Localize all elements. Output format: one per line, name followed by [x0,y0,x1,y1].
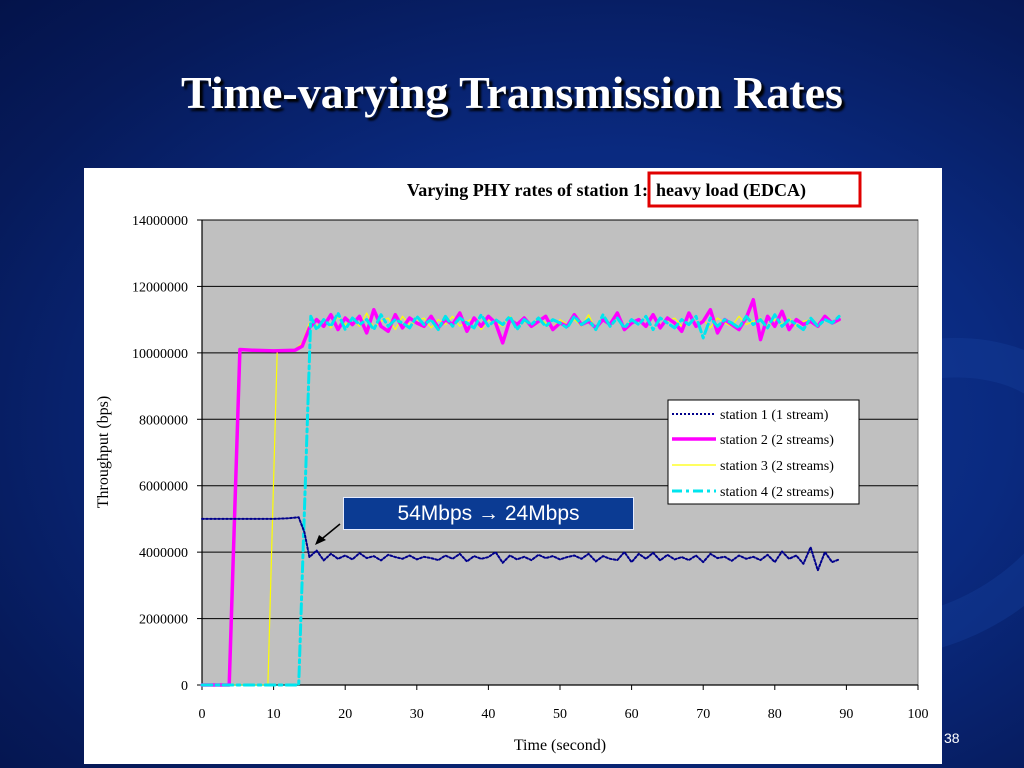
x-tick-label: 10 [267,707,281,722]
y-tick-label: 2000000 [139,613,188,628]
series-line-station1 [201,516,841,572]
x-tick-label: 30 [410,707,424,722]
x-tick-label: 60 [625,707,639,722]
series-line-station4 [200,311,841,687]
x-tick-label: 20 [338,707,352,722]
y-tick-label: 10000000 [132,347,188,362]
y-tick-label: 14000000 [132,214,188,229]
x-tick-label: 70 [696,707,710,722]
y-tick-label: 12000000 [132,280,188,295]
y-tick-label: 8000000 [139,413,188,428]
slide-title: Time-varying Transmission Rates [181,67,843,118]
legend-label-station1: station 1 (1 stream) [720,408,829,423]
x-tick-label: 0 [199,707,206,722]
y-tick-label: 6000000 [139,480,188,495]
legend-label-station3: station 3 (2 streams) [720,459,834,474]
x-tick-label: 80 [768,707,782,722]
chart-panel: Varying PHY rates of station 1: heavy lo… [84,168,942,764]
chart-title-prefix: Varying PHY rates of station 1: [407,180,648,200]
legend-box [667,399,860,505]
y-tick-label: 0 [181,679,188,694]
chart-title-highlight: heavy load (EDCA) [656,180,806,201]
x-tick-label: 90 [839,707,853,722]
legend-label-station4: station 4 (2 streams) [720,485,834,500]
series-lines [200,297,841,687]
page-number: 38 [944,730,960,746]
callout-arrow [315,523,341,545]
legend-label-station2: station 2 (2 streams) [720,433,834,448]
title-highlight-box [647,171,862,208]
x-axis-label: Time (second) [514,737,606,754]
throughput-chart: Varying PHY rates of station 1: heavy lo… [95,171,929,754]
y-axis-label: Throughput (bps) [95,396,112,508]
x-tick-label: 100 [908,707,929,722]
rate-change-callout: 54Mbps → 24Mbps [343,497,634,530]
y-tick-label: 4000000 [139,546,188,561]
x-tick-label: 40 [481,707,495,722]
axes: 0 2000000 4000000 6000000 8000000 10000000 120… [132,214,929,722]
x-tick-label: 50 [553,707,567,722]
legend: station 1 (1 stream) station 2 (2 stream… [667,399,860,505]
